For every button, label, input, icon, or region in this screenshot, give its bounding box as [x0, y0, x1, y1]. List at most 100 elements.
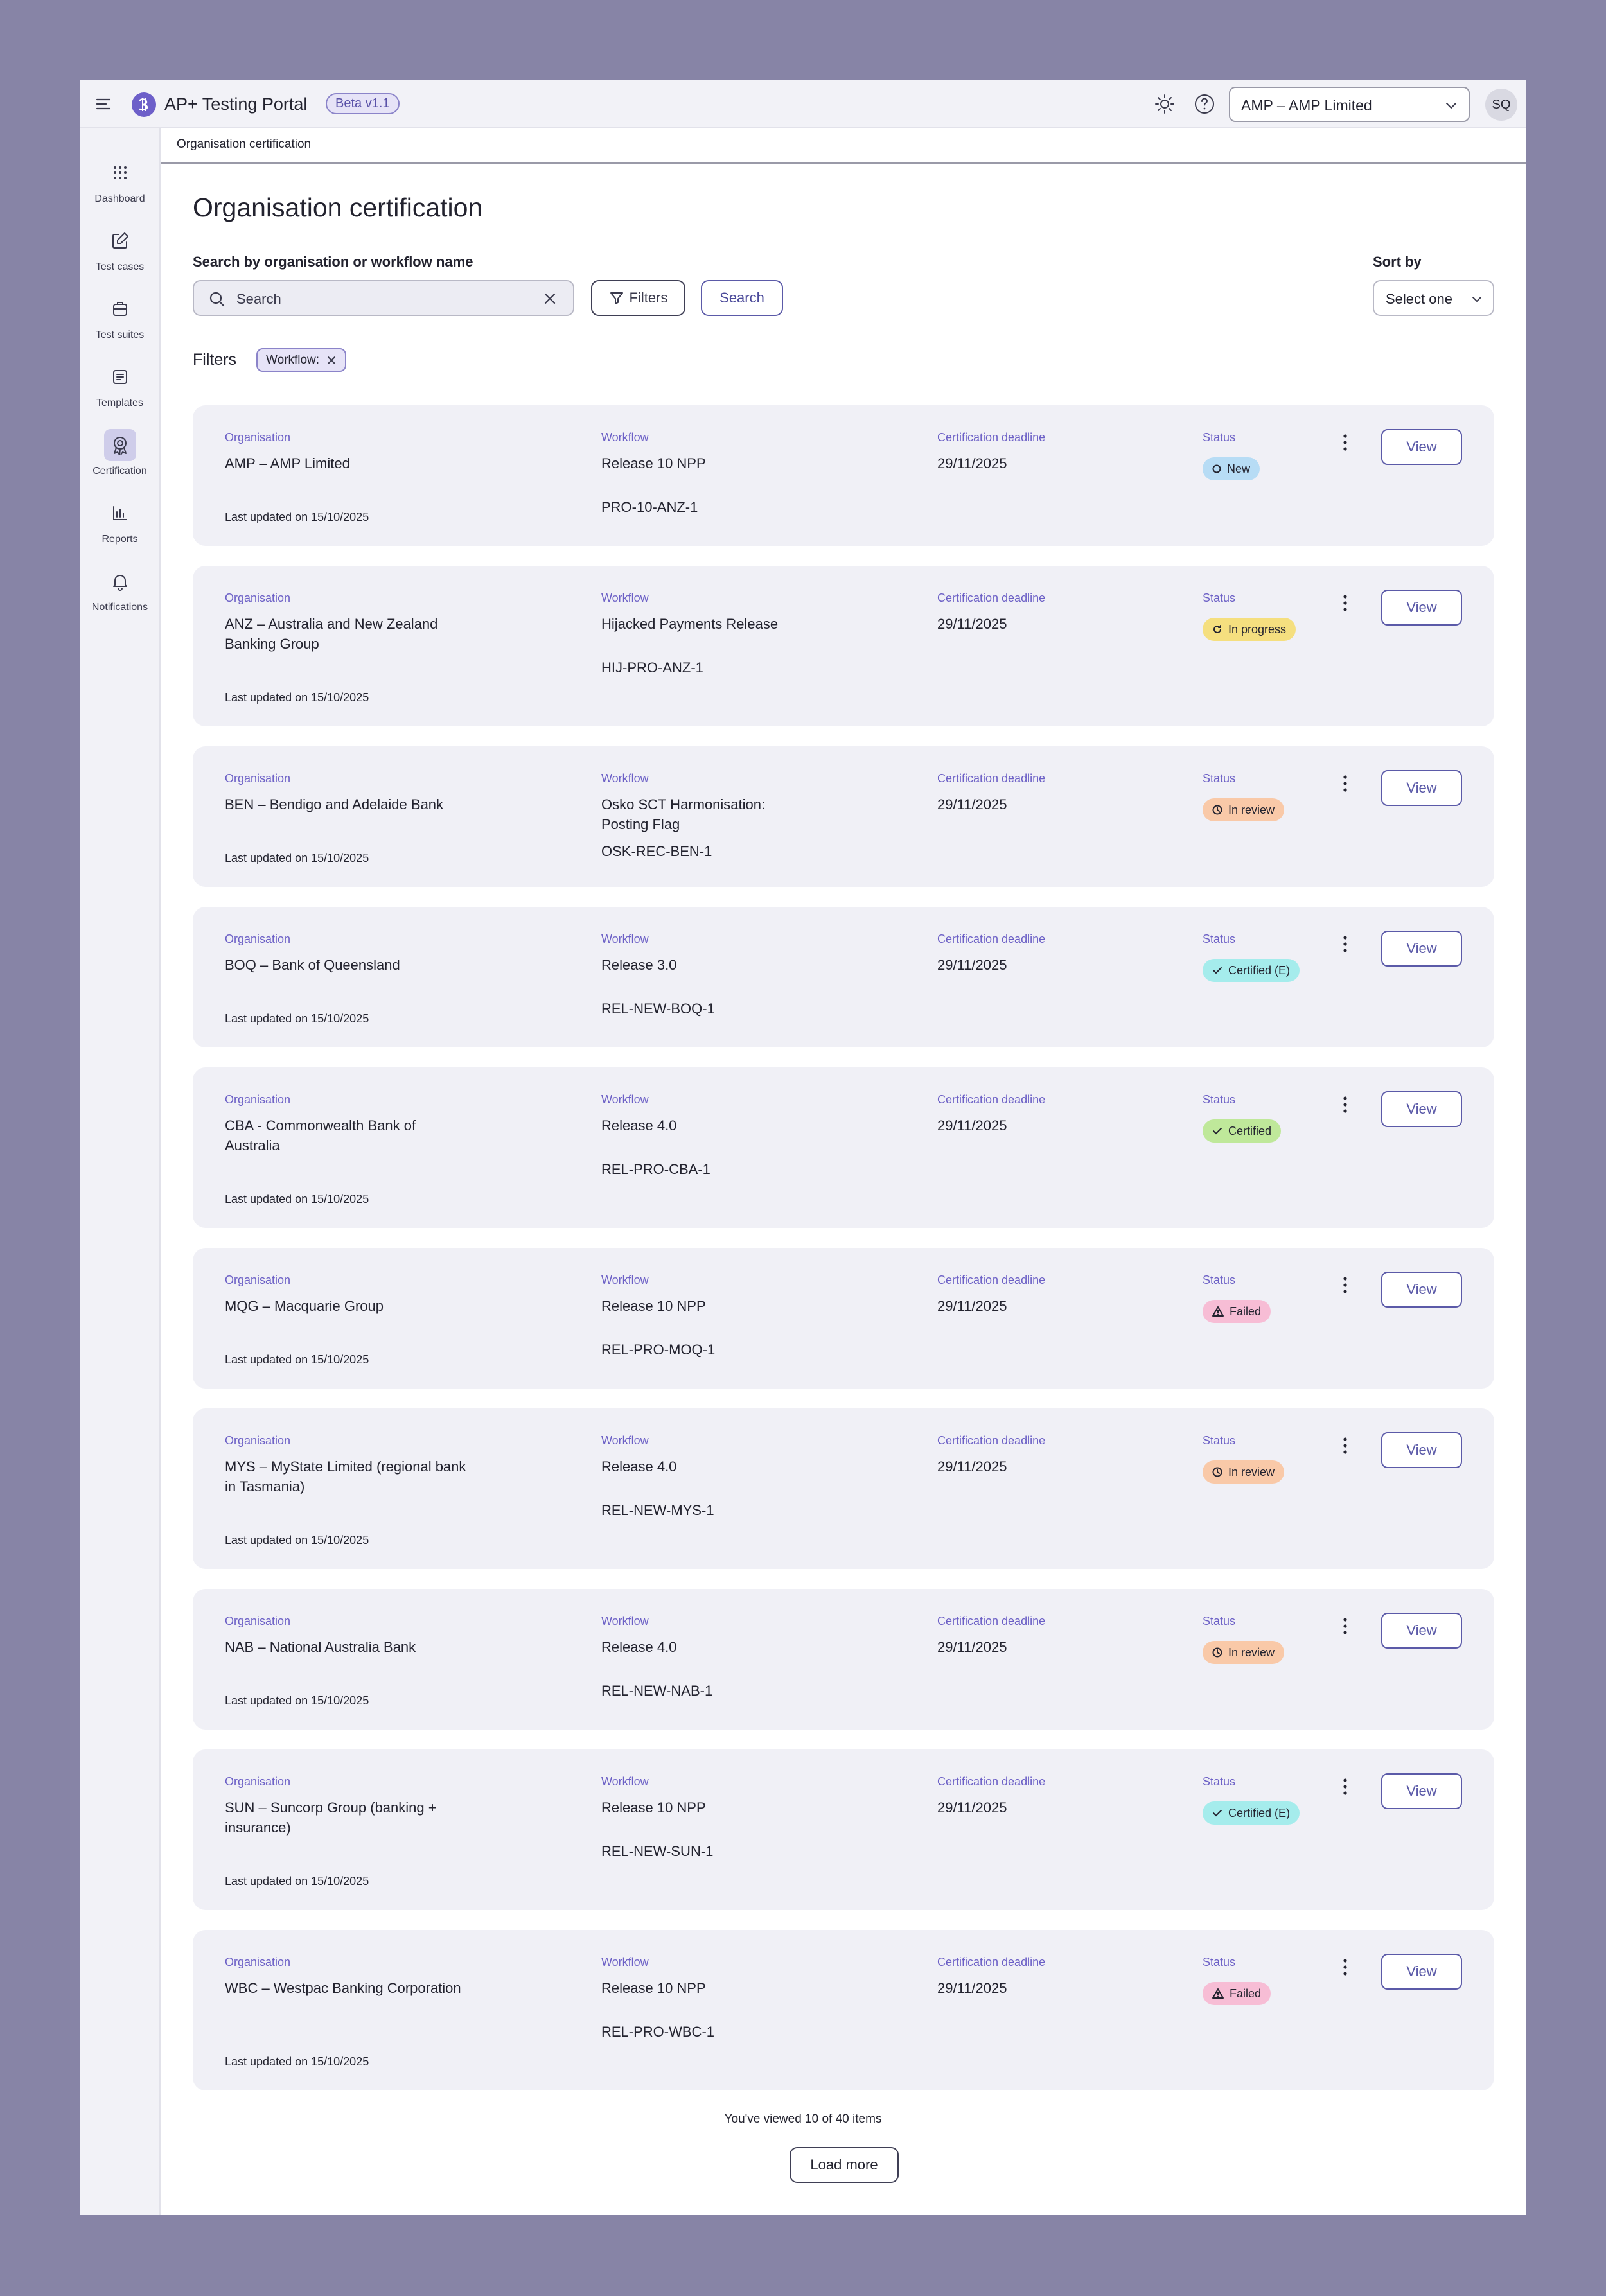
breadcrumb-item[interactable]: Organisation certification [177, 137, 312, 151]
version-badge: Beta v1.1 [326, 93, 400, 114]
sidebar-item-notifications[interactable]: Notifications [80, 568, 159, 633]
last-updated: Last updated on 15/10/2025 [225, 1193, 369, 1205]
filters-button[interactable]: Filters [591, 280, 685, 316]
status-badge: Failed [1203, 1982, 1271, 2005]
search-input[interactable]: Search [193, 280, 574, 316]
more-options-icon[interactable] [1339, 1092, 1352, 1117]
certification-card: Organisation ANZ – Australia and New Zeal… [193, 566, 1494, 726]
app-logo-icon [132, 92, 156, 117]
last-updated: Last updated on 15/10/2025 [225, 1012, 369, 1025]
more-options-icon[interactable] [1339, 590, 1352, 616]
close-icon[interactable] [327, 356, 336, 365]
grid-icon [107, 160, 133, 186]
workflow-label: Workflow [601, 1093, 649, 1106]
workflow-label: Workflow [601, 1434, 649, 1447]
more-options-icon[interactable] [1339, 1954, 1352, 1980]
status-label: Status [1203, 933, 1236, 945]
organisation-label: Organisation [225, 1615, 291, 1627]
items-viewed-count: You've viewed 10 of 40 items [724, 2112, 882, 2126]
organisation-name: CBA - Commonwealth Bank of Australia [225, 1117, 416, 1153]
page-title: Organisation certification [193, 193, 483, 222]
view-button[interactable]: View [1381, 429, 1462, 465]
deadline-label: Certification deadline [937, 1434, 1046, 1447]
refresh-icon [1213, 625, 1221, 633]
status-label: Status [1203, 1775, 1236, 1788]
organisation-label: Organisation [225, 431, 291, 444]
workflow-code: REL-NEW-MYS-1 [601, 1502, 714, 1518]
workflow-label: Workflow [601, 933, 649, 945]
view-button[interactable]: View [1381, 1773, 1462, 1809]
status-label: Status [1203, 431, 1236, 444]
filter-chip-workflow[interactable]: Workflow: [256, 348, 347, 372]
check-icon [1213, 1810, 1222, 1817]
deadline-label: Certification deadline [937, 1956, 1046, 1968]
search-placeholder: Search [236, 291, 281, 307]
top-bar: AP+ Testing Portal Beta v1.1 AMP – AMP L… [80, 80, 1526, 128]
sidebar-item-label: Reports [101, 534, 138, 545]
last-updated: Last updated on 15/10/2025 [225, 691, 369, 704]
organisation-name: WBC – Westpac Banking Corporation [225, 1980, 461, 1996]
view-button[interactable]: View [1381, 1432, 1462, 1468]
status-text: In review [1228, 1466, 1275, 1478]
certification-card: Organisation NAB – National Australia Ban… [193, 1589, 1494, 1730]
more-options-icon[interactable] [1339, 771, 1352, 796]
more-options-icon[interactable] [1339, 1613, 1352, 1639]
view-button[interactable]: View [1381, 1613, 1462, 1649]
filters-button-label: Filters [629, 290, 668, 306]
sidebar-item-label: Templates [96, 398, 143, 408]
sidebar-item-templates[interactable]: Templates [80, 364, 159, 428]
clock-icon [1212, 1467, 1222, 1477]
last-updated: Last updated on 15/10/2025 [225, 852, 369, 864]
organisation-label: Organisation [225, 1956, 291, 1968]
view-button[interactable]: View [1381, 590, 1462, 626]
menu-icon[interactable] [93, 94, 114, 114]
status-badge: Certified (E) [1203, 1801, 1300, 1825]
avatar[interactable]: SQ [1485, 89, 1517, 121]
workflow-code: REL-NEW-NAB-1 [601, 1683, 713, 1699]
workflow-code: REL-PRO-MOQ-1 [601, 1342, 716, 1358]
template-icon [107, 364, 133, 390]
status-text: Certified (E) [1228, 964, 1291, 977]
last-updated: Last updated on 15/10/2025 [225, 1353, 369, 1366]
sidebar-item-dashboard[interactable]: Dashboard [80, 160, 159, 224]
status-badge: New [1203, 457, 1260, 480]
sidebar-item-reports[interactable]: Reports [80, 500, 159, 565]
status-text: In review [1228, 803, 1275, 816]
load-more-button[interactable]: Load more [790, 2147, 899, 2183]
organisation-name: NAB – National Australia Bank [225, 1639, 416, 1655]
view-button[interactable]: View [1381, 1091, 1462, 1127]
more-options-icon[interactable] [1339, 931, 1352, 957]
workflow-name: Release 4.0 [601, 1459, 677, 1475]
view-button[interactable]: View [1381, 931, 1462, 967]
view-button[interactable]: View [1381, 770, 1462, 806]
help-icon[interactable] [1193, 92, 1216, 116]
view-button[interactable]: View [1381, 1272, 1462, 1308]
certification-deadline: 29/11/2025 [937, 1459, 1007, 1475]
workflow-label: Workflow [601, 1615, 649, 1627]
sidebar-item-test-cases[interactable]: Test cases [80, 228, 159, 292]
sidebar-item-test-suites[interactable]: Test suites [80, 296, 159, 360]
certification-deadline: 29/11/2025 [937, 1800, 1007, 1816]
status-label: Status [1203, 1434, 1236, 1447]
view-button[interactable]: View [1381, 1954, 1462, 1990]
theme-toggle-icon[interactable] [1153, 92, 1176, 116]
search-button[interactable]: Search [701, 280, 783, 316]
clear-search-icon[interactable] [542, 291, 558, 306]
certification-deadline: 29/11/2025 [937, 1639, 1007, 1655]
workflow-code: REL-PRO-CBA-1 [601, 1161, 710, 1177]
organisation-name: SUN – Suncorp Group (banking + insurance… [225, 1800, 437, 1836]
deadline-label: Certification deadline [937, 592, 1046, 604]
workflow-code: REL-NEW-SUN-1 [601, 1843, 714, 1859]
app-title: AP+ Testing Portal [164, 94, 308, 114]
status-label: Status [1203, 1956, 1236, 1968]
sidebar-item-certification[interactable]: Certification [80, 429, 159, 496]
more-options-icon[interactable] [1339, 430, 1352, 455]
more-options-icon[interactable] [1339, 1774, 1352, 1800]
check-icon [1213, 967, 1222, 974]
certification-card: Organisation CBA - Commonwealth Bank of A… [193, 1067, 1494, 1228]
more-options-icon[interactable] [1339, 1272, 1352, 1298]
sort-select[interactable]: Select one [1373, 280, 1494, 316]
more-options-icon[interactable] [1339, 1433, 1352, 1459]
status-text: New [1227, 462, 1251, 475]
organisation-select[interactable]: AMP – AMP Limited [1229, 87, 1470, 122]
